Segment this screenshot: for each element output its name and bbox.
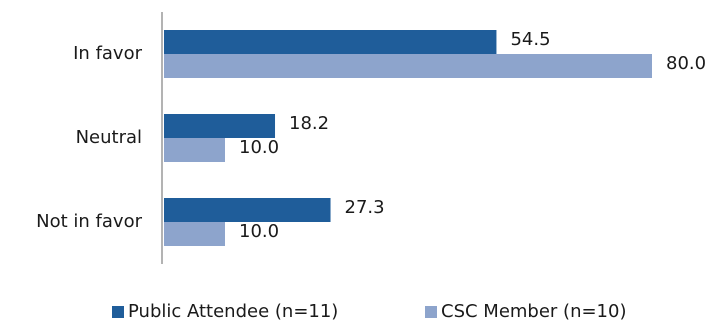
data-label: 80.0 bbox=[666, 53, 706, 74]
bar bbox=[164, 54, 652, 78]
data-label: 10.0 bbox=[239, 221, 279, 242]
category-label: In favor bbox=[73, 43, 142, 64]
legend-label: Public Attendee (n=11) bbox=[128, 301, 338, 322]
bar bbox=[164, 198, 331, 222]
bar bbox=[164, 222, 225, 246]
legend-label: CSC Member (n=10) bbox=[441, 301, 626, 322]
category-label: Neutral bbox=[76, 127, 142, 148]
bar bbox=[164, 114, 276, 138]
bar bbox=[164, 30, 497, 54]
category-label: Not in favor bbox=[36, 211, 142, 232]
legend-swatch bbox=[112, 306, 124, 318]
data-label: 27.3 bbox=[345, 197, 385, 218]
data-label: 18.2 bbox=[289, 113, 329, 134]
legend-swatch bbox=[425, 306, 437, 318]
bar bbox=[164, 138, 225, 162]
data-label: 10.0 bbox=[239, 137, 279, 158]
data-label: 54.5 bbox=[510, 29, 550, 50]
